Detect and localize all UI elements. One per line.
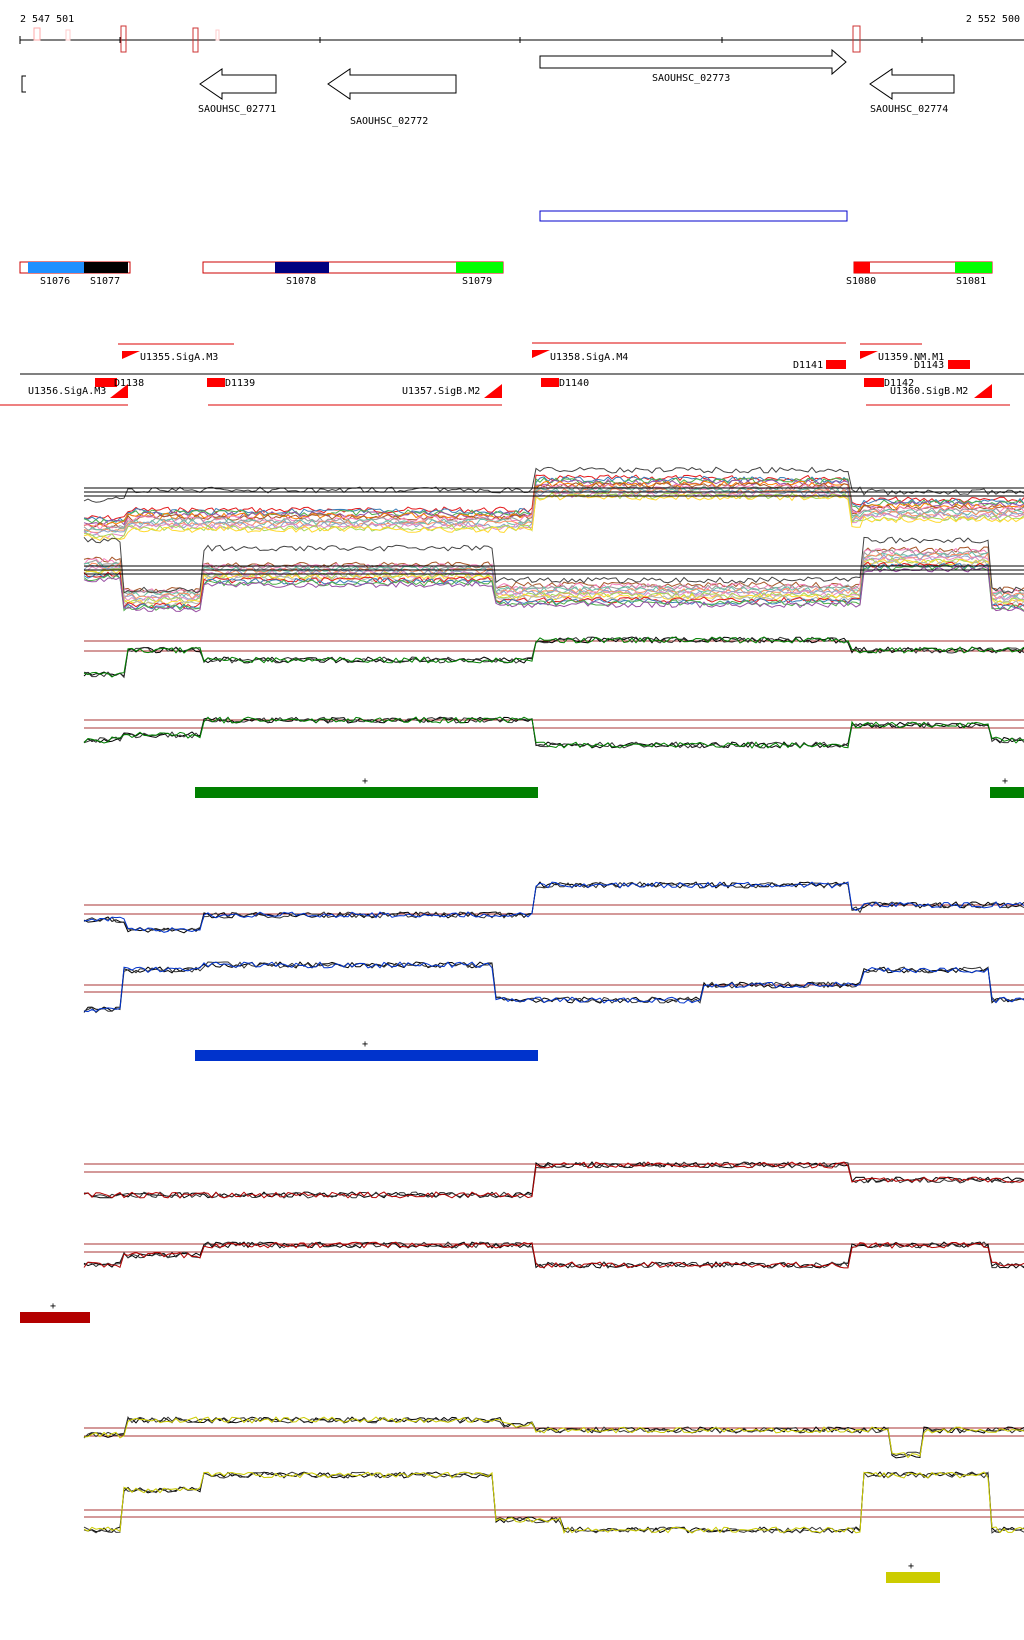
gene-arrow-SAOUHSC_02773 [539, 48, 847, 76]
ruler [19, 25, 1024, 53]
terminator-label: D1143 [914, 360, 944, 371]
terminator-label: D1140 [559, 378, 589, 389]
panel-bar-blue [195, 1050, 538, 1061]
segment-label: S1081 [956, 276, 986, 287]
coord-start: 2 547 501 [20, 14, 75, 25]
gene-track: SAOUHSC_02771 SAOUHSC_02772 SAOUHSC_0277… [21, 48, 955, 127]
terminator-label: D1141 [793, 360, 823, 371]
promoter-label: U1359.NM.M1 [878, 352, 944, 363]
strand-label: + [50, 1301, 56, 1312]
promoter-label: U1356.SigA.M3 [28, 386, 106, 397]
panel-bar-red [20, 1312, 90, 1323]
segment-label: S1079 [462, 276, 492, 287]
terminator-label: D1142 [884, 378, 914, 389]
strand-bars: + + + + + [20, 776, 1024, 1583]
strand-label: + [362, 776, 368, 787]
strand-label: + [1002, 776, 1008, 787]
panel-bar-yellow [886, 1572, 940, 1583]
terminator-label: D1138 [114, 378, 144, 389]
feature-box [539, 210, 848, 222]
transcription-track: U1355.SigA.M3 U1356.SigA.M3 U1357.SigB.M… [0, 342, 1024, 406]
promoter-label: U1358.SigA.M4 [550, 352, 628, 363]
segment-label: S1077 [90, 276, 120, 287]
segment-track: S1076 S1077 S1078 S1079 S1080 S1081 [19, 261, 993, 287]
strand-label: + [908, 1561, 914, 1572]
segment-S1079 [456, 262, 503, 273]
segment-label: S1078 [286, 276, 316, 287]
gene-label: SAOUHSC_02772 [350, 116, 428, 127]
promoter-label: U1357.SigB.M2 [402, 386, 480, 397]
gene-label: SAOUHSC_02774 [870, 104, 948, 115]
terminator-label: D1139 [225, 378, 255, 389]
segment-S1080 [854, 262, 870, 273]
gene-label: SAOUHSC_02771 [198, 104, 276, 115]
segment-S1076 [28, 262, 84, 273]
panel-bar-green [195, 787, 538, 798]
gene-arrow-SAOUHSC_02772 [327, 68, 457, 100]
gene-label: SAOUHSC_02773 [652, 73, 730, 84]
segment-S1078 [275, 262, 329, 273]
gene-arrow-SAOUHSC_02771 [199, 68, 277, 100]
segment-S1077 [84, 262, 128, 273]
panel-bar-green [990, 787, 1024, 798]
expression-tracks [83, 466, 1024, 1534]
strand-label: + [362, 1039, 368, 1050]
gene-arrow-SAOUHSC_02774 [869, 68, 955, 100]
segment-label: S1076 [40, 276, 70, 287]
promoter-label: U1355.SigA.M3 [140, 352, 218, 363]
segment-S1081 [955, 262, 992, 273]
coord-end: 2 552 500 [965, 14, 1020, 25]
segment-label: S1080 [846, 276, 876, 287]
promoter-label: U1360.SigB.M2 [890, 386, 968, 397]
